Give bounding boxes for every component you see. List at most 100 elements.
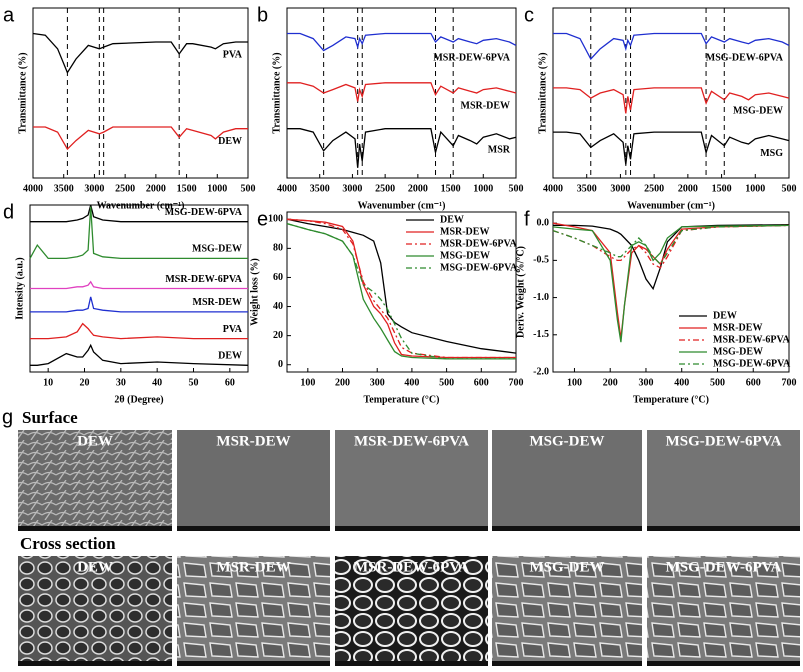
section-title: Surface <box>22 408 78 427</box>
y-axis-label: Intensity (a.u.) <box>14 257 25 320</box>
legend-label: DEW <box>440 214 464 225</box>
y-tick-label: 20 <box>273 330 283 341</box>
x-tick-label: 10 <box>43 377 53 388</box>
series-line <box>286 222 516 360</box>
series-label: MSR-DEW-6PVA <box>165 274 242 285</box>
x-tick-label: 3500 <box>310 183 330 194</box>
x-tick-label: 1500 <box>712 183 732 194</box>
x-tick-label: 200 <box>335 377 350 388</box>
x-tick-label: 500 <box>782 183 797 194</box>
x-tick-label: 500 <box>710 377 725 388</box>
y-axis-label: Transmittance (%) <box>17 52 28 133</box>
legend-label: MSR-DEW <box>713 322 762 333</box>
sem-image-label: MSR-DEW-6PVA <box>354 559 469 575</box>
plot-frame <box>32 7 249 179</box>
x-tick-label: 50 <box>189 377 199 388</box>
series-label: PVA <box>223 324 243 335</box>
series-line <box>30 322 248 340</box>
x-tick-label: 3000 <box>610 183 630 194</box>
y-axis-label: Weight loss (%) <box>249 258 260 326</box>
sem-image-label: MSR-DEW-6PVA <box>354 433 469 449</box>
series-line <box>30 343 249 366</box>
x-axis-label: Temperature (°C) <box>633 394 709 405</box>
x-tick-label: 1500 <box>177 183 197 194</box>
sem-image-label: MSG-DEW-6PVA <box>666 433 782 449</box>
sem-image-label: MSR-DEW <box>216 433 290 449</box>
sem-info-bar <box>335 526 488 531</box>
x-tick-label: 3000 <box>84 183 104 194</box>
x-tick-label: 300 <box>638 377 653 388</box>
x-tick-label: 400 <box>404 377 419 388</box>
series-line <box>553 131 790 165</box>
x-tick-label: 600 <box>474 377 489 388</box>
legend-label: DEW <box>713 310 737 321</box>
legend-label: MSR-DEW-6PVA <box>713 334 790 345</box>
panel-label: e <box>257 208 268 230</box>
panel-label: d <box>3 201 14 223</box>
series-line <box>553 87 790 114</box>
series-line <box>33 126 248 151</box>
sem-info-bar <box>647 526 800 531</box>
sem-image <box>492 556 642 666</box>
sem-image <box>177 556 330 666</box>
series-line <box>552 224 790 343</box>
y-tick-label: 100 <box>268 214 283 225</box>
sem-info-bar <box>18 526 172 531</box>
y-tick-label: -0.5 <box>533 255 549 266</box>
series-line <box>286 218 517 354</box>
sem-image <box>18 430 172 531</box>
series-line <box>29 206 248 260</box>
x-tick-label: 20 <box>80 377 90 388</box>
y-tick-label: 60 <box>273 272 283 283</box>
x-tick-label: 2500 <box>375 183 395 194</box>
x-tick-label: 500 <box>509 183 524 194</box>
y-tick-label: -1.0 <box>533 292 549 303</box>
series-label: MSR-DEW <box>461 100 510 111</box>
panel-label: a <box>3 4 15 26</box>
x-tick-label: 100 <box>567 377 582 388</box>
x-tick-label: 30 <box>116 377 126 388</box>
x-tick-label: 500 <box>439 377 454 388</box>
sem-image-label: DEW <box>77 433 113 449</box>
x-tick-label: 1000 <box>207 183 227 194</box>
y-tick-label: -1.5 <box>533 329 549 340</box>
series-line <box>553 32 790 61</box>
legend-label: MSG-DEW <box>713 346 763 357</box>
sem-image <box>177 430 330 531</box>
x-tick-label: 600 <box>746 377 761 388</box>
series-label: MSG-DEW <box>192 244 242 255</box>
panel-label: c <box>524 4 534 26</box>
series-line <box>552 222 790 339</box>
x-tick-label: 40 <box>152 377 162 388</box>
series-line <box>552 224 790 266</box>
sem-info-bar <box>18 661 172 666</box>
x-axis-label: Wavenumber (cm⁻¹) <box>358 200 446 211</box>
sem-image <box>18 556 172 666</box>
series-line <box>30 296 248 313</box>
series-label: PVA <box>223 49 243 60</box>
series-label: MSG <box>760 148 783 159</box>
y-axis-label: Deriv. Weight (%/°C) <box>515 246 526 338</box>
sem-image-label: MSG-DEW-6PVA <box>666 559 782 575</box>
x-tick-label: 100 <box>300 377 315 388</box>
series-line <box>32 32 248 75</box>
series-label: MSR-DEW-6PVA <box>433 53 510 64</box>
series-line <box>30 280 248 290</box>
series-label: MSG-DEW-6PVA <box>165 207 243 218</box>
panel-label: f <box>524 208 530 230</box>
sem-image-label: MSG-DEW <box>530 559 605 575</box>
x-axis-label: Wavenumber (cm⁻¹) <box>627 200 715 211</box>
series-line <box>287 82 517 102</box>
sem-image <box>335 556 488 666</box>
x-tick-label: 3000 <box>342 183 362 194</box>
series-line <box>287 128 517 168</box>
plot-frame <box>552 211 790 373</box>
x-tick-label: 2500 <box>644 183 664 194</box>
x-tick-label: 700 <box>509 377 524 388</box>
y-tick-label: 80 <box>273 243 283 254</box>
legend-label: MSG-DEW <box>440 250 490 261</box>
series-label: DEW <box>218 351 242 362</box>
legend-label: MSR-DEW-6PVA <box>440 238 517 249</box>
